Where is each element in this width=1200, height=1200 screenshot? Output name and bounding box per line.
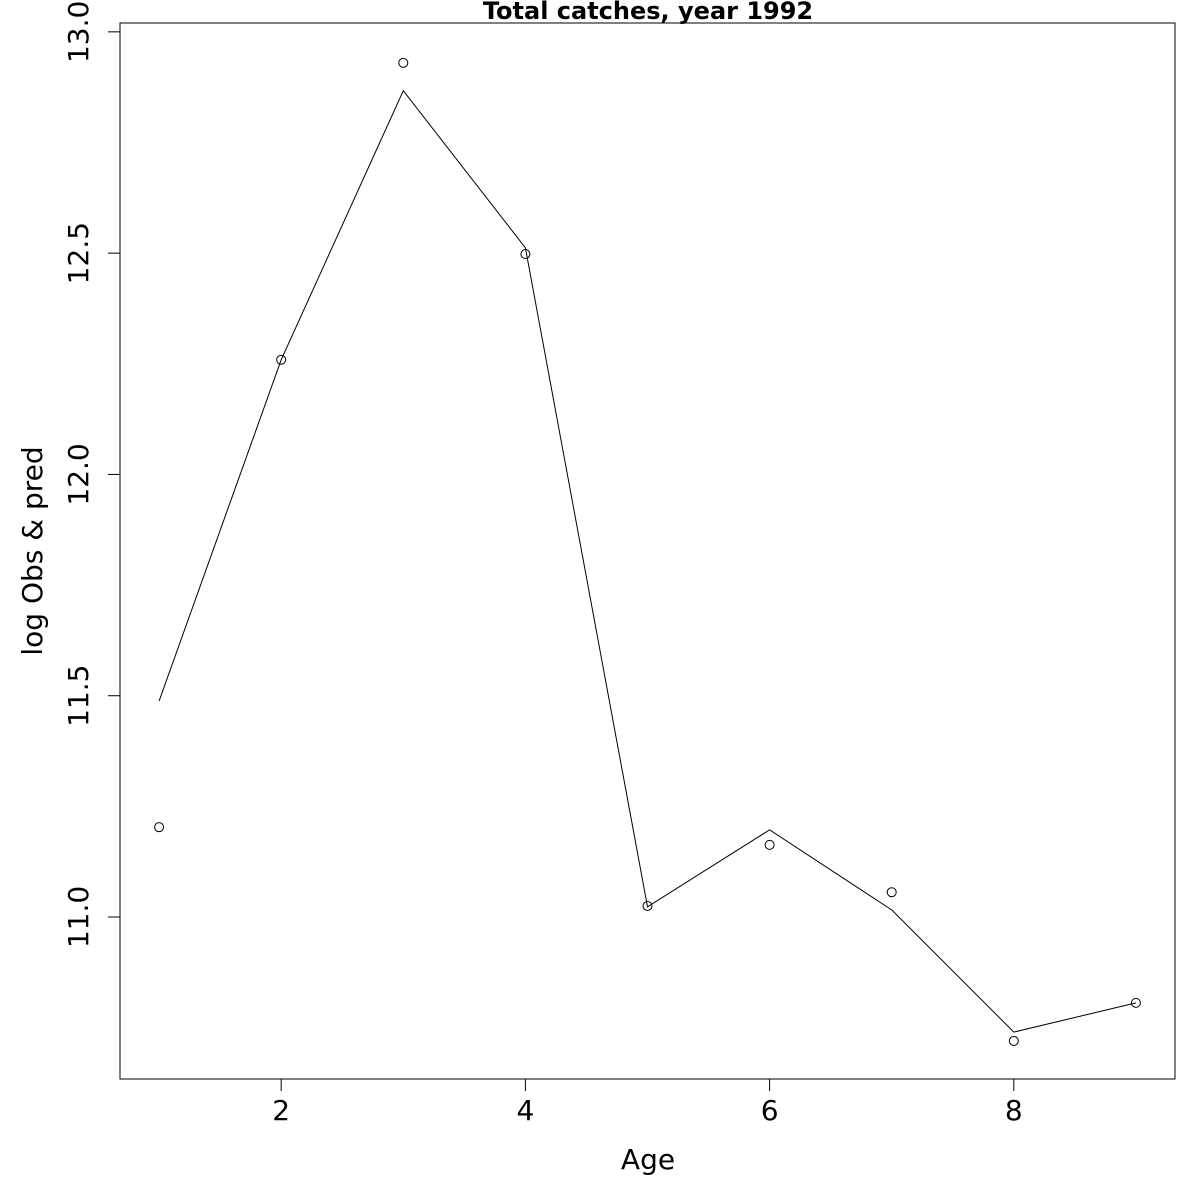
data-point	[398, 57, 409, 68]
data-line	[158, 89, 1137, 1033]
chart-title: Total catches, year 1992	[483, 0, 813, 25]
x-axis-label: Age	[621, 1143, 675, 1176]
data-point	[520, 249, 531, 260]
data-point	[886, 887, 897, 898]
data-point	[154, 822, 165, 833]
x-tick-label: 8	[1005, 1094, 1023, 1127]
y-tick-label: 11.0	[62, 886, 95, 948]
plot-frame	[119, 22, 1176, 1080]
data-point	[1008, 1035, 1019, 1046]
data-point	[642, 900, 653, 911]
data-point	[276, 354, 287, 365]
y-tick-label: 12.0	[62, 443, 95, 505]
x-tick-label: 2	[272, 1094, 290, 1127]
y-tick-label: 13.0	[62, 1, 95, 63]
data-point	[1130, 997, 1141, 1008]
x-tick-label: 4	[516, 1094, 534, 1127]
y-axis-label: log Obs & pred	[16, 446, 49, 655]
x-tick-label: 6	[761, 1094, 779, 1127]
data-point	[764, 839, 775, 850]
y-tick-label: 12.5	[62, 222, 95, 284]
y-tick-label: 11.5	[62, 665, 95, 727]
